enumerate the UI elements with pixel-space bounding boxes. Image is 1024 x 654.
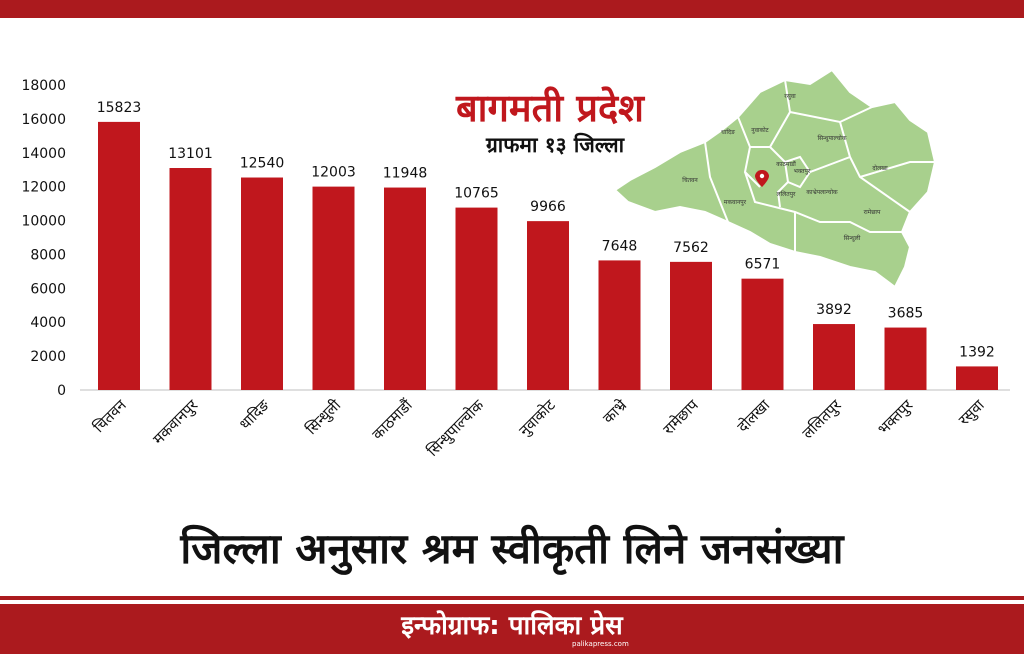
x-tick-label: चितवन — [90, 396, 131, 437]
data-label: 11948 — [383, 166, 428, 182]
x-tick-label: धादिङ — [236, 396, 273, 433]
x-tick-label: काठमाडौं — [369, 395, 417, 443]
x-tick-label: रामेछाप — [659, 396, 702, 439]
map-district-label: धादिङ — [721, 128, 735, 136]
map-title: बागमती प्रदेश — [455, 86, 645, 130]
bar — [312, 186, 355, 390]
x-tick-label: सिन्धुली — [302, 395, 346, 439]
bar — [598, 260, 641, 390]
bar — [241, 177, 283, 390]
data-label: 15823 — [97, 100, 142, 116]
map-district-label: रामेछाप — [864, 208, 881, 216]
map-district-label: चितवन — [682, 176, 698, 184]
bar — [98, 121, 140, 390]
data-label: 9966 — [530, 199, 566, 215]
x-tick-label: दोलखा — [734, 395, 775, 436]
y-axis: 0 2000 4000 6000 8000 10000 12000 14000 16000 180… — [21, 78, 66, 399]
map-district-label: काभ्रेपलान्चोक — [806, 188, 838, 196]
y-tick-label: 2000 — [30, 349, 66, 365]
bar — [455, 207, 498, 390]
data-label: 13101 — [168, 146, 213, 162]
data-label: 12540 — [240, 156, 285, 172]
data-label: 10765 — [454, 186, 499, 202]
y-tick-label: 6000 — [30, 281, 66, 297]
x-tick-label: नुवाकोट — [515, 396, 560, 441]
data-label: 1392 — [959, 344, 995, 360]
x-tick-label: मकवानपुर — [149, 395, 202, 448]
bar — [741, 278, 784, 390]
map-district-borders — [704, 79, 935, 252]
x-tick-label: काभ्रे — [599, 396, 630, 427]
y-tick-label: 8000 — [30, 247, 66, 263]
y-tick-label: 14000 — [21, 146, 66, 162]
y-tick-label: 16000 — [21, 112, 66, 128]
map-district-label: नुवाकोट — [751, 126, 769, 134]
map-district-label: भक्तपुर — [794, 168, 811, 175]
chart-title: जिल्ला अनुसार श्रम स्वीकृती लिने जनसंख्य… — [180, 524, 844, 573]
y-tick-label: 4000 — [30, 315, 66, 331]
x-tick-label: ललितपुर — [799, 395, 847, 443]
map-district-label: मकवानपुर — [724, 199, 747, 206]
bar — [169, 168, 212, 390]
data-label: 3892 — [816, 302, 852, 318]
bar-chart: 0 2000 4000 6000 8000 10000 12000 14000 16000 180… — [21, 78, 1010, 461]
map-district-label: रसुवा — [784, 93, 796, 100]
footer-divider — [0, 596, 1024, 600]
bar — [527, 221, 569, 390]
data-label: 6571 — [745, 257, 781, 273]
map-district-label: दोलखा — [872, 164, 888, 172]
bar — [670, 261, 712, 390]
map-subtitle: ग्राफमा १३ जिल्ला — [485, 133, 625, 157]
map-district-label: सिन्धुपाल्चोक — [818, 134, 847, 142]
y-tick-label: 12000 — [21, 180, 66, 196]
y-tick-label: 18000 — [21, 78, 66, 94]
bar — [884, 327, 927, 390]
map-labels: रसुवा धादिङ नुवाकोट सिन्धुपाल्चोक चितवन काठमा… — [682, 93, 888, 242]
bar — [384, 187, 426, 390]
x-tick-label: रसुवा — [955, 395, 989, 429]
map-district-label: ललितपुर — [777, 190, 797, 198]
x-tick-label: भक्तपुर — [874, 395, 918, 439]
x-tick-label: सिन्धुपाल्चोक — [424, 396, 489, 461]
data-label: 12003 — [311, 165, 356, 181]
location-pin-icon — [755, 170, 769, 187]
top-banner — [0, 0, 1024, 18]
infograph-credit: इन्फोग्राफ: पालिका प्रेस — [401, 611, 623, 641]
site-url: palikapress.com — [572, 640, 629, 648]
map-district-label: काठमाडौं — [776, 160, 796, 168]
y-tick-label: 10000 — [21, 214, 66, 230]
data-label: 7562 — [673, 240, 709, 256]
bagmati-map: रसुवा धादिङ नुवाकोट सिन्धुपाल्चोक चितवन काठमा… — [613, 68, 937, 289]
y-tick-label: 0 — [57, 383, 66, 399]
data-label: 3685 — [888, 306, 924, 322]
data-label: 7648 — [602, 238, 638, 254]
bar — [956, 366, 998, 390]
bar — [813, 324, 855, 390]
map-province-shape — [613, 68, 937, 289]
map-district-label: सिन्धुली — [844, 234, 861, 242]
footer-band — [0, 604, 1024, 654]
